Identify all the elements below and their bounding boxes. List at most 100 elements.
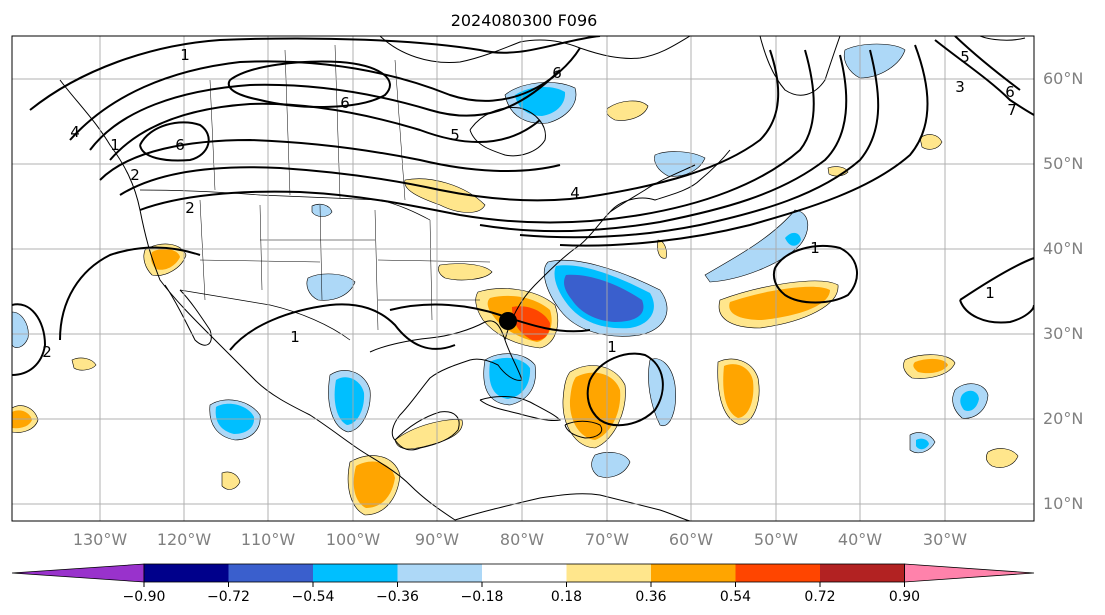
negative-anomaly-florida-core (489, 357, 531, 399)
contour-11-north (934, 39, 1034, 116)
lat-label: 60°N (1043, 69, 1083, 88)
contour-southeast-1 (389, 303, 591, 333)
lon-label: 90°W (415, 530, 459, 549)
graticule (12, 36, 1034, 521)
lon-label: 50°W (754, 530, 798, 549)
positive-anomaly-small-3 (221, 471, 241, 490)
contour-label: 6 (340, 94, 350, 112)
contour-labels: 1 1 1 1 1 1 2 2 2 3 4 4 5 5 6 6 6 6 7 (42, 46, 1017, 361)
positive-anomaly-yucatan (394, 419, 463, 450)
cuba (479, 396, 562, 421)
contour-label: 4 (70, 123, 80, 141)
contour-4-north (109, 102, 541, 161)
colorbar-segment (144, 564, 229, 582)
contour-label: 1 (607, 338, 617, 356)
lat-label: 20°N (1043, 409, 1083, 428)
contour-label: 6 (1005, 83, 1015, 101)
lon-label: 110°W (241, 530, 296, 549)
contour-west-low (139, 121, 210, 162)
latitude-axis: 60°N 50°N 40°N 30°N 20°N 10°N (1043, 69, 1083, 513)
negative-anomaly-atlantic-core (564, 274, 644, 322)
positive-anomaly-southwest-us-core (151, 248, 180, 270)
colorbar-tick-label: 0.36 (635, 589, 666, 605)
south-america-north (454, 493, 691, 521)
positive-anomaly-small-2 (71, 357, 97, 371)
negative-anomaly-midatlantic-band (704, 209, 808, 283)
positive-anomaly-midatlantic-core (723, 364, 754, 418)
negative-anomaly-small-2-core (916, 438, 929, 450)
contour-label: 2 (130, 166, 140, 184)
colorbar-segment (482, 564, 567, 582)
contour-west-loop (12, 303, 47, 376)
colorbar-tick-label: −0.54 (292, 589, 335, 605)
contour-gulf (229, 303, 456, 351)
mexico-border (179, 289, 351, 341)
colorbar-segment (313, 564, 398, 582)
lon-label: 100°W (326, 530, 381, 549)
colorbar-segment (228, 564, 313, 582)
contour-1-north (29, 36, 601, 111)
contour-west-1 (59, 246, 201, 341)
lon-label: 80°W (500, 530, 544, 549)
gulf-coast (369, 320, 523, 441)
lon-label: 70°W (585, 530, 629, 549)
colorbar-tick-label: 0.54 (720, 589, 751, 605)
colorbar-extend-low (11, 563, 145, 583)
colorbar-tick-label: 0.90 (889, 589, 920, 605)
negative-anomaly-midatlantic-core (785, 232, 801, 246)
positive-anomaly-cape-verde (986, 448, 1019, 468)
contour-label: 1 (180, 46, 190, 64)
lon-label: 130°W (73, 530, 128, 549)
canada-provinces (209, 44, 406, 201)
contour-label: 5 (450, 126, 460, 144)
map-panel: 1 1 1 1 1 1 2 2 2 3 4 4 5 5 6 6 6 6 7 (11, 35, 1035, 522)
contour-9-north (519, 49, 880, 239)
colorbar-segment (566, 564, 651, 582)
negative-anomaly-west-coast (12, 311, 29, 348)
colorbar-segment (820, 564, 905, 582)
colorbar-tick-label: −0.36 (376, 589, 419, 605)
contour-east-loop (959, 299, 1034, 324)
colorbar-ticks (143, 582, 905, 587)
negative-anomaly-small-1 (311, 203, 333, 217)
contour-label: 4 (570, 184, 580, 202)
negative-anomaly-southwest (306, 273, 356, 301)
greenland-coast (759, 36, 841, 96)
contour-east-1 (959, 257, 1034, 301)
contour-2-north (69, 47, 581, 141)
contour-5-north (99, 138, 561, 181)
colorbar-tick-label: −0.90 (123, 589, 166, 605)
contour-label: 5 (960, 48, 970, 66)
negative-anomaly-caribbean-south (591, 452, 631, 478)
contour-7-north (139, 49, 815, 224)
lon-label: 120°W (157, 530, 212, 549)
state-lines (199, 199, 491, 331)
colorbar-tick-label: 0.18 (551, 589, 582, 605)
contour-low-center (227, 60, 391, 108)
contour-label: 2 (185, 199, 195, 217)
negative-anomaly-mexico-core (334, 377, 365, 425)
colorbar-tick-label: 0.72 (804, 589, 835, 605)
lat-label: 10°N (1043, 494, 1083, 513)
colorbar-tick-label: −0.18 (461, 589, 504, 605)
lon-label: 30°W (923, 530, 967, 549)
colorbar-frame (143, 563, 905, 583)
contour-10-north (559, 44, 929, 247)
lon-label: 40°W (838, 530, 882, 549)
canada-border (139, 189, 431, 221)
hispaniola (564, 420, 603, 439)
contour-label: 2 (42, 343, 52, 361)
colorbar: −0.90 −0.72 −0.54 −0.36 −0.18 0.18 0.36 … (11, 563, 1035, 605)
positive-anomaly-central-america-core (353, 461, 395, 508)
negative-anomaly-eastern-atlantic-core (960, 390, 979, 411)
iceland (979, 36, 1026, 41)
contour-label: 1 (290, 328, 300, 346)
contour-lines (12, 36, 1034, 427)
positive-anomaly-atlantic-core (729, 286, 830, 320)
contour-atlantic-loop (772, 245, 859, 304)
colorbar-extend-high (904, 563, 1035, 583)
colorbar-tick-label: −0.72 (207, 589, 250, 605)
lat-label: 30°N (1043, 324, 1083, 343)
lon-label: 60°W (669, 530, 713, 549)
north-america-west-coast (59, 79, 456, 521)
